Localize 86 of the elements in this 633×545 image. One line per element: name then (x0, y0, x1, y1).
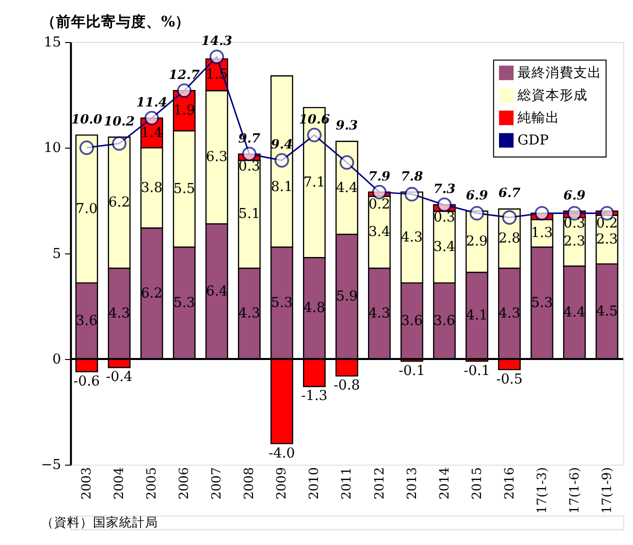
x-tick-label: 2014 (436, 467, 452, 500)
data-label: 6.2 (140, 285, 163, 302)
data-label: -0.4 (106, 369, 133, 386)
x-tick-label: 2012 (371, 467, 386, 500)
data-label: 14.3 (201, 33, 232, 48)
data-label: 9.4 (270, 136, 294, 152)
legend-label: 最終消費支出 (518, 64, 602, 81)
y-tick-label: 5 (52, 246, 62, 262)
y-tick-label: −5 (40, 457, 62, 474)
x-tick-label: 2003 (78, 467, 94, 500)
data-label: 3.6 (400, 312, 423, 329)
data-label: 9.3 (336, 118, 358, 133)
data-label: 6.9 (563, 187, 586, 202)
data-label: 2.3 (564, 234, 586, 250)
x-tick-label: 2007 (208, 467, 224, 500)
data-label: -0.6 (73, 373, 100, 390)
legend-label: 純輸出 (518, 110, 560, 126)
data-label: 10.2 (104, 113, 135, 128)
data-label: -4.0 (268, 445, 295, 462)
x-tick-label: 2009 (274, 467, 289, 500)
x-tick-label: 2006 (176, 467, 192, 500)
data-label: 5.9 (336, 288, 358, 305)
legend-label: 総資本形成 (516, 87, 588, 104)
data-label: 2.3 (596, 232, 618, 248)
data-label: 6.9 (466, 187, 488, 202)
chart-title: （前年比寄与度、%） (41, 12, 190, 30)
x-tick-label: 17(1-9) (598, 467, 614, 514)
data-label: 3.6 (76, 312, 98, 329)
x-tick-label: 17(1-6) (566, 467, 582, 514)
data-label: 5.1 (238, 206, 260, 222)
data-label: 7.0 (76, 200, 98, 217)
data-label: 10.0 (71, 111, 102, 126)
data-label: -1.3 (301, 388, 328, 404)
text: （資料）国家統計局 (41, 514, 158, 530)
x-tick-label: 2005 (144, 467, 159, 500)
data-label: 0.3 (433, 209, 456, 226)
x-tick-label: 2010 (306, 467, 322, 500)
data-label: 4.3 (108, 306, 130, 322)
data-label: 1.4 (140, 124, 163, 141)
y-tick-label: 10 (44, 140, 62, 156)
data-label: 8.1 (270, 178, 293, 195)
x-tick-label: 2015 (468, 467, 484, 500)
y-tick-label: 15 (44, 34, 62, 50)
data-label: -0.1 (464, 362, 490, 379)
data-label: 4.8 (303, 300, 326, 316)
data-label: 4.3 (368, 306, 390, 322)
legend-label: GDP (518, 132, 549, 148)
data-label: 3.8 (140, 180, 163, 196)
data-label: 1.9 (173, 102, 196, 119)
data-label: 6.4 (206, 283, 228, 300)
data-label: -0.8 (334, 378, 360, 394)
data-label: 0.2 (368, 196, 390, 213)
data-label: 6.3 (206, 149, 228, 166)
x-tick-label: 2008 (241, 467, 256, 500)
data-label: 2.9 (466, 234, 488, 250)
data-label: 7.1 (303, 174, 326, 190)
data-label: 6.2 (108, 194, 130, 211)
y-tick-label: 0 (52, 351, 62, 368)
data-label: 0.2 (596, 216, 618, 232)
data-label: 5.5 (173, 180, 196, 197)
data-label: 3.6 (433, 312, 456, 329)
data-label: 3.4 (368, 224, 391, 240)
data-label: 4.3 (400, 229, 423, 246)
data-label: 2.8 (498, 230, 520, 246)
data-label: 4.3 (238, 306, 260, 322)
data-label: 12.7 (168, 66, 200, 82)
x-tick-label: 2011 (338, 467, 354, 500)
data-label: -0.5 (496, 371, 523, 388)
x-tick-label: 2013 (404, 467, 419, 500)
x-tick-label: 2016 (501, 467, 516, 500)
data-label: 5.3 (531, 294, 553, 311)
data-label: 11.4 (136, 94, 168, 110)
x-tick-label: 17(1-3) (534, 467, 549, 514)
x-tick-label: 2004 (111, 467, 126, 500)
data-label: 3.4 (433, 238, 456, 255)
data-label: 7.3 (433, 181, 456, 196)
data-label: 4.3 (498, 306, 520, 322)
data-label: -0.1 (398, 362, 426, 379)
data-label: 7.9 (368, 168, 391, 184)
data-label: 1.3 (531, 225, 553, 242)
data-label: 5.3 (270, 294, 293, 311)
data-label: 6.7 (498, 185, 521, 200)
data-label: 4.4 (336, 180, 358, 196)
data-label: 7.8 (400, 168, 424, 184)
data-label: 5.3 (173, 294, 196, 311)
data-label: 4.1 (466, 308, 488, 324)
